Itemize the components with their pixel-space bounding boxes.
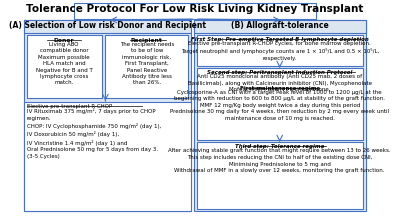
Text: After achieving stable graft function that might require between 13 to 26 weeks.: After achieving stable graft function th… — [168, 148, 391, 173]
Text: Second step: Peritransplant Induction Protocol: Second step: Peritransplant Induction Pr… — [207, 70, 352, 75]
FancyBboxPatch shape — [27, 35, 102, 98]
FancyBboxPatch shape — [24, 102, 191, 211]
FancyBboxPatch shape — [24, 20, 191, 33]
FancyBboxPatch shape — [197, 35, 364, 66]
FancyBboxPatch shape — [194, 20, 366, 33]
Text: (B) Allograft-tolerance: (B) Allograft-tolerance — [231, 21, 328, 30]
Text: First Step: Pre-emptive Targeted B lymphocyte depletion: First Step: Pre-emptive Targeted B lymph… — [191, 37, 368, 42]
Text: Third step: Tolerance regime: Third step: Tolerance regime — [235, 144, 324, 149]
FancyBboxPatch shape — [197, 68, 364, 140]
FancyBboxPatch shape — [194, 20, 366, 211]
Text: Living ABO
compatible donor
Maximum possible
HLA match and
Negative for B and T
: Living ABO compatible donor Maximum poss… — [36, 42, 92, 85]
Text: First maintenance regime: First maintenance regime — [240, 86, 320, 91]
Text: Recipient: Recipient — [131, 38, 163, 43]
FancyBboxPatch shape — [105, 35, 188, 98]
Text: Elective pre-transplant R-CHOP: Elective pre-transplant R-CHOP — [27, 104, 112, 109]
Text: Cyclosporine-A as CNI with a target Peak level of 1000 to 1200 μg/L at the
begin: Cyclosporine-A as CNI with a target Peak… — [170, 90, 389, 121]
Text: Tolerance Protocol For Low Risk Living Kidney Transplant: Tolerance Protocol For Low Risk Living K… — [26, 4, 364, 14]
Text: Donor: Donor — [54, 38, 74, 43]
FancyBboxPatch shape — [24, 20, 191, 211]
Text: Elective pre-transplant R-CHOP cycles, for bone marrow depletion.
Target neutrop: Elective pre-transplant R-CHOP cycles, f… — [180, 41, 379, 61]
Text: The recipient needs
to be of low
immunologic risk,
First Transplant,
Panel React: The recipient needs to be of low immunol… — [120, 42, 174, 85]
FancyBboxPatch shape — [197, 142, 364, 209]
Text: (A) Selection of Low risk Donor and Recipient: (A) Selection of Low risk Donor and Reci… — [9, 21, 206, 30]
Text: IV Rituximab 375 mg/m², 7 days prior to CHOP
regimen.
CHOP: IV Cyclophosphamide : IV Rituximab 375 mg/m², 7 days prior to … — [27, 108, 161, 159]
FancyBboxPatch shape — [74, 3, 316, 19]
Text: Anti CD25 monoclonal antibody (Anti CD25 mab, 2 doses of
Basilicimab), along wit: Anti CD25 monoclonal antibody (Anti CD25… — [188, 74, 372, 92]
